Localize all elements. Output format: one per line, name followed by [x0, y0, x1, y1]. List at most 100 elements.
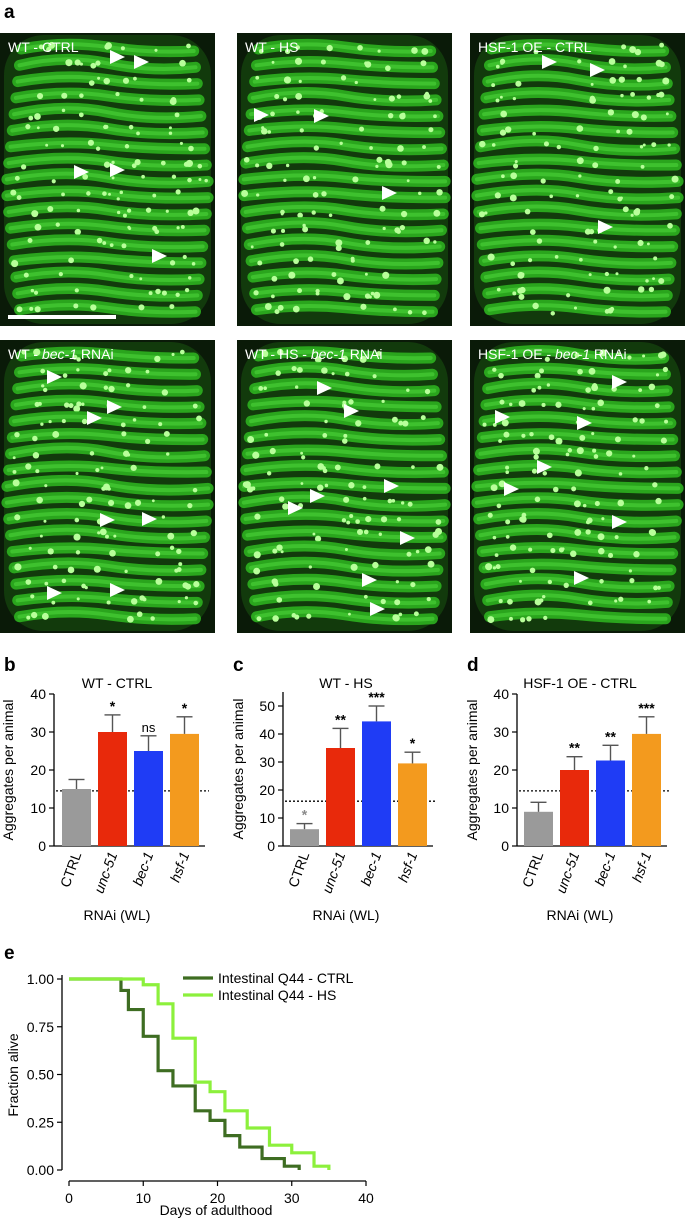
aggregate-punctum: [487, 253, 495, 261]
aggregate-punctum: [116, 210, 121, 215]
panel-letter-a: a: [4, 2, 15, 23]
aggregate-punctum: [34, 223, 42, 231]
aggregate-punctum: [322, 432, 328, 438]
aggregate-punctum: [48, 41, 56, 49]
aggregate-punctum: [616, 129, 621, 134]
aggregate-punctum: [300, 451, 304, 455]
aggregate-punctum: [550, 547, 556, 554]
significance-label: ns: [142, 720, 156, 735]
aggregate-punctum: [127, 615, 134, 623]
aggregate-punctum: [507, 598, 513, 605]
aggregate-punctum: [74, 288, 79, 293]
aggregate-punctum: [272, 548, 278, 554]
worm-band-highlight: [241, 189, 448, 200]
aggregate-punctum: [526, 616, 532, 622]
aggregate-punctum: [186, 77, 192, 83]
aggregate-punctum: [499, 399, 505, 405]
aggregate-punctum: [374, 463, 381, 470]
aggregate-punctum: [171, 352, 175, 357]
aggregate-punctum: [40, 422, 44, 426]
aggregate-punctum: [428, 99, 433, 103]
micrograph-wt-ctrl: WT - CTRL: [0, 33, 215, 326]
aggregate-punctum: [303, 175, 310, 183]
survival-curve-1: [69, 977, 301, 1170]
aggregate-punctum: [372, 374, 377, 379]
aggregate-punctum: [604, 271, 610, 277]
aggregate-punctum: [250, 245, 254, 249]
aggregate-punctum: [532, 447, 540, 455]
x-tick-label: 10: [135, 1190, 151, 1206]
aggregate-punctum: [399, 224, 406, 231]
arrowhead-marker: [107, 400, 122, 414]
aggregate-punctum: [487, 512, 493, 518]
aggregate-punctum: [97, 76, 101, 80]
aggregate-punctum: [282, 97, 288, 102]
aggregate-punctum: [43, 387, 48, 393]
aggregate-punctum: [588, 367, 596, 375]
aggregate-punctum: [515, 80, 522, 87]
aggregate-punctum: [63, 402, 70, 408]
micrograph-hsf1-oe-ctrl: HSF-1 OE - CTRL: [470, 33, 685, 326]
aggregate-punctum: [380, 598, 386, 605]
aggregate-punctum: [129, 274, 134, 279]
aggregate-punctum: [598, 547, 605, 555]
aggregate-punctum: [25, 124, 31, 130]
aggregate-punctum: [168, 126, 172, 130]
aggregate-punctum: [350, 256, 355, 261]
aggregate-punctum: [517, 287, 524, 294]
aggregate-punctum: [12, 479, 20, 487]
worm-band-highlight: [252, 381, 437, 394]
aggregate-punctum: [543, 615, 548, 620]
worm-band-highlight: [8, 445, 207, 460]
aggregate-punctum: [585, 387, 591, 393]
aggregate-punctum: [293, 258, 299, 265]
aggregate-punctum: [297, 212, 303, 219]
aggregate-punctum: [275, 370, 281, 376]
aggregate-punctum: [81, 402, 85, 406]
aggregate-punctum: [436, 463, 444, 471]
aggregate-punctum: [521, 433, 526, 438]
aggregate-punctum: [637, 286, 645, 293]
aggregate-punctum: [662, 77, 670, 85]
aggregate-punctum: [393, 307, 397, 312]
aggregate-punctum: [608, 58, 616, 65]
aggregate-punctum: [665, 112, 669, 116]
panel-letter-d: d: [467, 655, 479, 676]
arrowhead-marker: [254, 108, 269, 122]
aggregate-punctum: [505, 470, 510, 475]
arrowhead-marker: [382, 186, 397, 200]
aggregate-punctum: [81, 418, 88, 425]
y-tick-label: 0.00: [27, 1162, 54, 1178]
aggregate-punctum: [524, 208, 531, 215]
arrowhead-marker: [74, 165, 89, 179]
aggregate-punctum: [241, 189, 249, 197]
aggregate-punctum: [179, 59, 186, 67]
worm-band-highlight: [17, 57, 198, 71]
aggregate-punctum: [106, 600, 111, 605]
y-axis-label: Aggregates per animal: [0, 700, 16, 841]
y-tick-label: 30: [259, 754, 275, 770]
y-tick-label: 20: [259, 782, 275, 798]
x-tick-label: hsf-1: [395, 850, 421, 885]
aggregate-punctum: [107, 487, 111, 491]
aggregate-punctum: [192, 207, 200, 215]
worm-band-highlight: [245, 220, 444, 234]
arrowhead-marker: [370, 602, 385, 616]
worm-band-highlight: [487, 57, 668, 71]
aggregate-punctum: [660, 437, 667, 444]
aggregate-punctum: [411, 47, 418, 54]
aggregate-punctum: [520, 617, 526, 623]
aggregate-punctum: [496, 287, 501, 292]
aggregate-punctum: [312, 192, 319, 198]
aggregate-punctum: [47, 206, 54, 213]
aggregate-punctum: [38, 44, 44, 50]
significance-label: *: [302, 807, 308, 823]
aggregate-punctum: [410, 581, 416, 588]
aggregate-punctum: [387, 498, 393, 504]
worm-band-highlight: [476, 511, 679, 525]
aggregate-punctum: [34, 401, 40, 407]
aggregate-punctum: [662, 366, 669, 373]
worm-band-highlight: [10, 545, 205, 556]
legend-label: Intestinal Q44 - HS: [218, 987, 336, 1003]
worm-image: [238, 35, 451, 324]
